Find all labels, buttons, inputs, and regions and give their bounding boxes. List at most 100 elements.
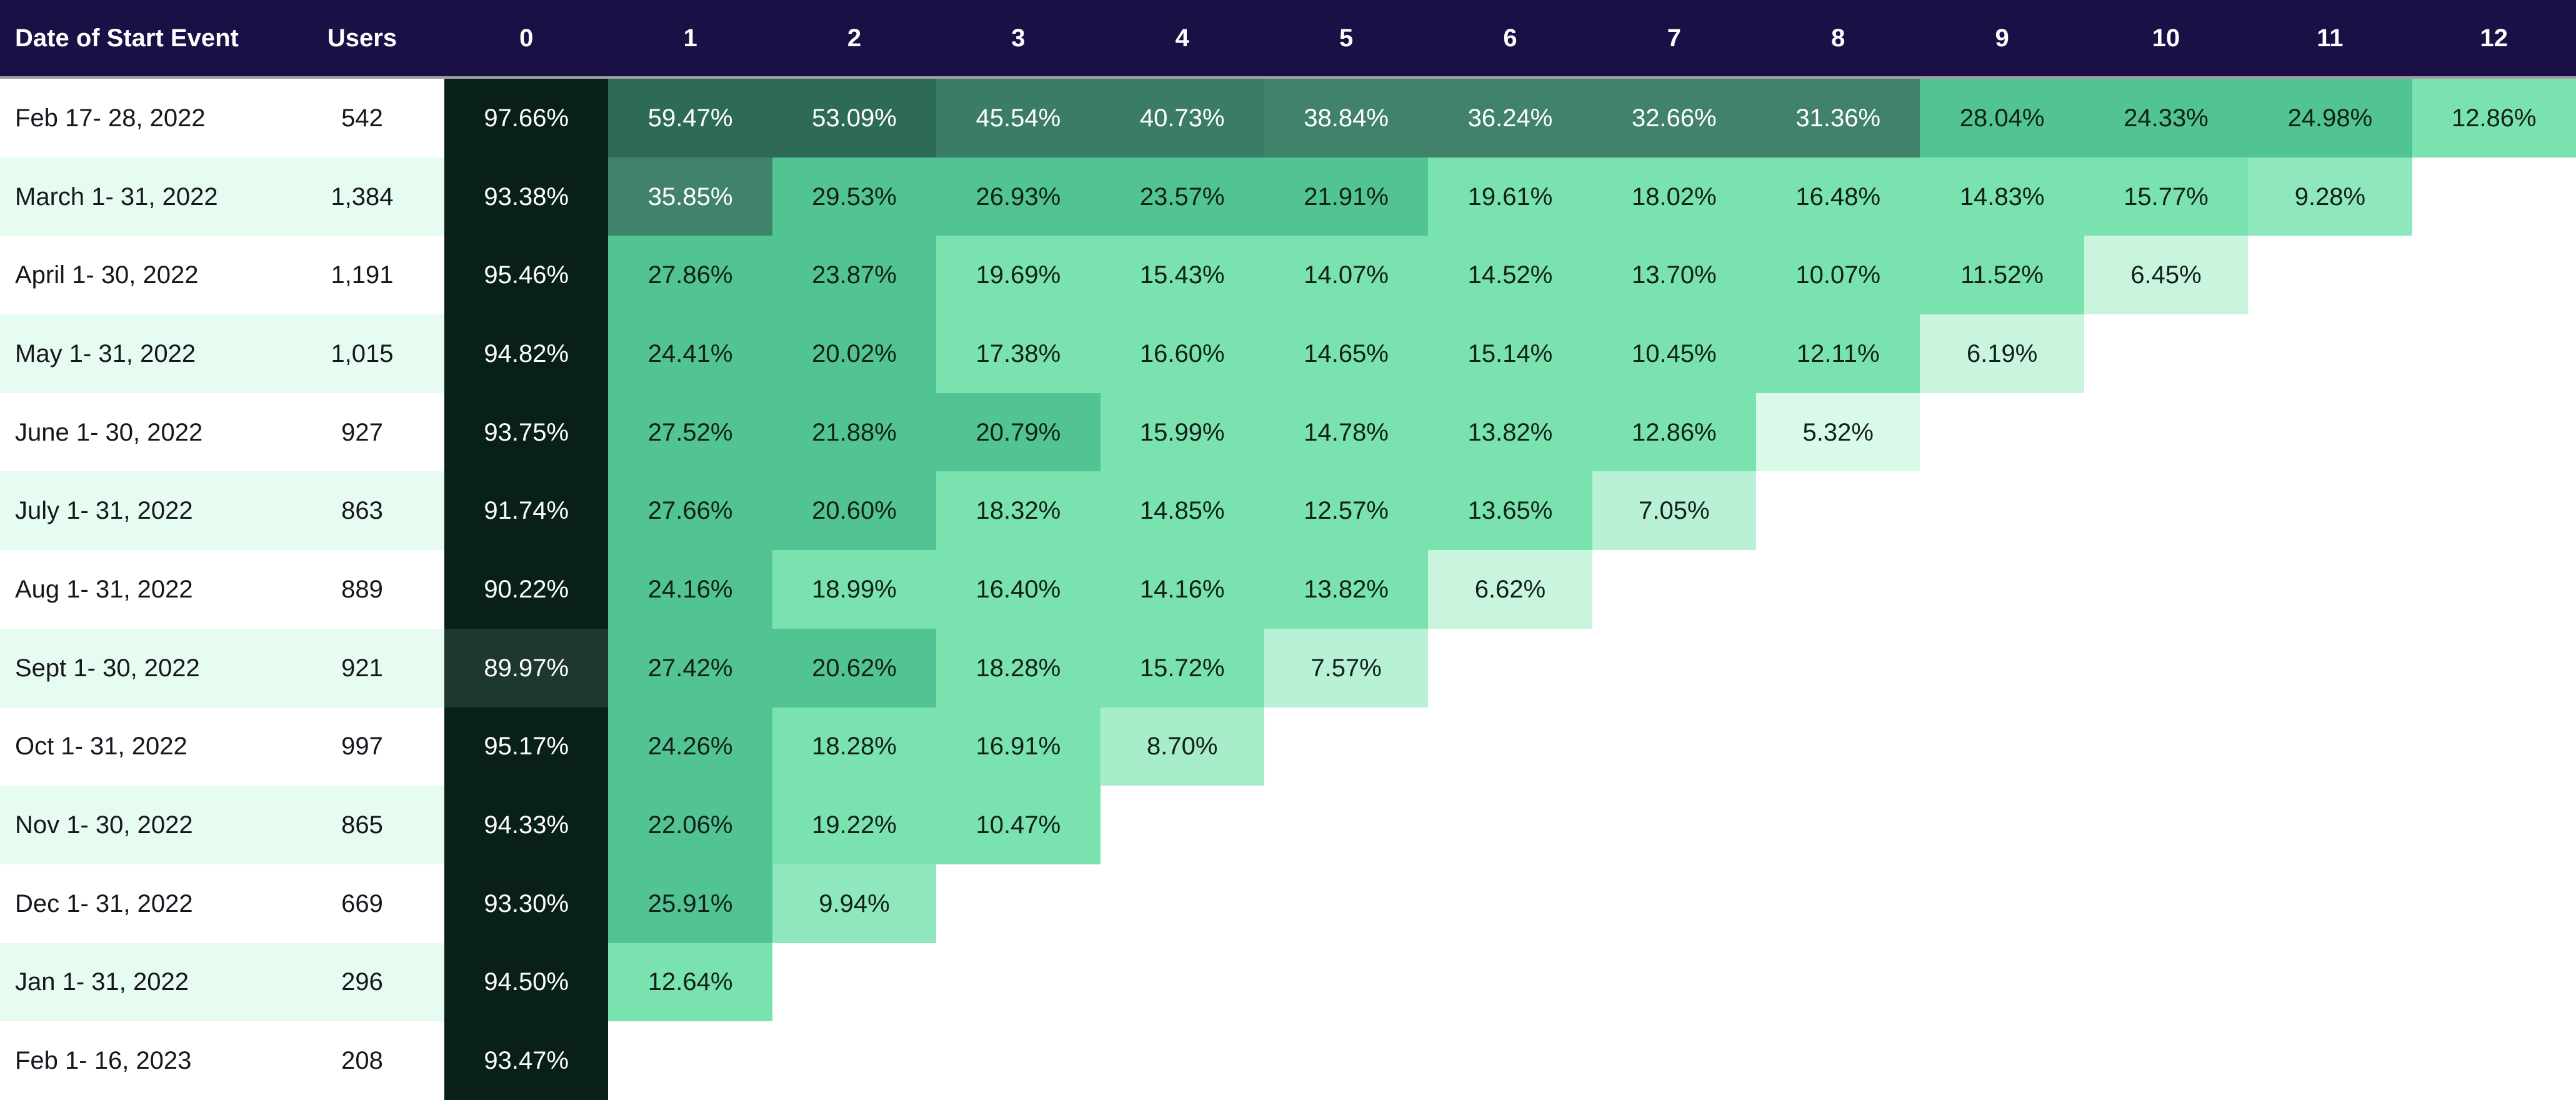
retention-cell[interactable]: 94.82%: [444, 314, 609, 393]
retention-cell[interactable]: 7.57%: [1264, 628, 1429, 708]
retention-cell[interactable]: 12.11%: [1756, 314, 1920, 393]
retention-cell[interactable]: 31.36%: [1756, 79, 1920, 158]
retention-cell[interactable]: 94.50%: [444, 942, 609, 1022]
retention-cell[interactable]: 20.60%: [772, 471, 937, 551]
retention-cell[interactable]: 93.38%: [444, 157, 609, 236]
retention-cell[interactable]: 7.05%: [1592, 471, 1757, 551]
retention-cell[interactable]: 28.04%: [1920, 79, 2084, 158]
retention-cell[interactable]: 36.24%: [1428, 79, 1592, 158]
retention-cell[interactable]: 18.28%: [772, 707, 937, 786]
retention-cell[interactable]: 93.30%: [444, 864, 609, 943]
retention-cell[interactable]: 93.47%: [444, 1021, 609, 1100]
retention-cell[interactable]: 13.82%: [1428, 392, 1592, 472]
retention-cell[interactable]: 13.70%: [1592, 236, 1757, 315]
retention-cell[interactable]: 9.94%: [772, 864, 937, 943]
retention-cell[interactable]: 27.52%: [608, 392, 772, 472]
retention-cell[interactable]: 18.02%: [1592, 157, 1757, 236]
retention-cell[interactable]: 21.91%: [1264, 157, 1429, 236]
retention-cell[interactable]: 15.72%: [1100, 628, 1264, 708]
retention-cell[interactable]: 18.32%: [936, 471, 1101, 551]
empty-cell: [1920, 707, 2084, 786]
retention-cell[interactable]: 11.52%: [1920, 236, 2084, 315]
retention-cell[interactable]: 6.45%: [2084, 236, 2249, 315]
empty-cell: [2248, 392, 2412, 472]
retention-cell[interactable]: 23.87%: [772, 236, 937, 315]
retention-cell[interactable]: 14.52%: [1428, 236, 1592, 315]
retention-cell[interactable]: 14.07%: [1264, 236, 1429, 315]
retention-cell[interactable]: 22.06%: [608, 786, 772, 864]
retention-cell[interactable]: 16.40%: [936, 550, 1101, 629]
retention-cell[interactable]: 21.88%: [772, 392, 937, 472]
retention-cell[interactable]: 19.61%: [1428, 157, 1592, 236]
retention-cell[interactable]: 89.97%: [444, 628, 609, 708]
retention-cell[interactable]: 19.69%: [936, 236, 1101, 315]
retention-cell[interactable]: 13.65%: [1428, 471, 1592, 551]
retention-cell[interactable]: 15.43%: [1100, 236, 1264, 315]
retention-cell[interactable]: 24.16%: [608, 550, 772, 629]
retention-cell[interactable]: 9.28%: [2248, 157, 2412, 236]
retention-cell[interactable]: 14.85%: [1100, 471, 1264, 551]
retention-cell[interactable]: 97.66%: [444, 79, 609, 158]
retention-cell[interactable]: 15.77%: [2084, 157, 2249, 236]
retention-cell[interactable]: 18.28%: [936, 628, 1101, 708]
retention-cell[interactable]: 16.48%: [1756, 157, 1920, 236]
retention-cell[interactable]: 95.17%: [444, 707, 609, 786]
retention-cell[interactable]: 18.99%: [772, 550, 937, 629]
retention-cell[interactable]: 12.64%: [608, 942, 772, 1022]
retention-cell[interactable]: 16.91%: [936, 707, 1101, 786]
retention-cell[interactable]: 94.33%: [444, 786, 609, 864]
retention-cell[interactable]: 10.07%: [1756, 236, 1920, 315]
retention-cell[interactable]: 27.66%: [608, 471, 772, 551]
retention-cell[interactable]: 14.78%: [1264, 392, 1429, 472]
retention-cell[interactable]: 38.84%: [1264, 79, 1429, 158]
retention-cell[interactable]: 23.57%: [1100, 157, 1264, 236]
retention-cell[interactable]: 24.98%: [2248, 79, 2412, 158]
retention-cell[interactable]: 24.26%: [608, 707, 772, 786]
retention-cell[interactable]: 5.32%: [1756, 392, 1920, 472]
retention-cell[interactable]: 6.19%: [1920, 314, 2084, 393]
retention-cell[interactable]: 16.60%: [1100, 314, 1264, 393]
retention-cell[interactable]: 6.62%: [1428, 550, 1592, 629]
retention-cell[interactable]: 40.73%: [1100, 79, 1264, 158]
retention-cell[interactable]: 15.99%: [1100, 392, 1264, 472]
retention-cell[interactable]: 25.91%: [608, 864, 772, 943]
retention-cell[interactable]: 26.93%: [936, 157, 1101, 236]
retention-cell[interactable]: 17.38%: [936, 314, 1101, 393]
empty-cell: [1592, 864, 1757, 943]
empty-cell: [2084, 864, 2249, 943]
retention-cell[interactable]: 32.66%: [1592, 79, 1757, 158]
retention-cell[interactable]: 14.65%: [1264, 314, 1429, 393]
retention-cell[interactable]: 24.41%: [608, 314, 772, 393]
retention-cell[interactable]: 93.75%: [444, 392, 609, 472]
retention-cell[interactable]: 10.45%: [1592, 314, 1757, 393]
retention-cell[interactable]: 10.47%: [936, 786, 1101, 864]
retention-cell[interactable]: 12.86%: [2412, 79, 2576, 158]
retention-cell[interactable]: 20.62%: [772, 628, 937, 708]
retention-cell[interactable]: 27.42%: [608, 628, 772, 708]
retention-cell[interactable]: 14.83%: [1920, 157, 2084, 236]
retention-cell[interactable]: 59.47%: [608, 79, 772, 158]
retention-cell[interactable]: 15.14%: [1428, 314, 1592, 393]
retention-cell[interactable]: 20.79%: [936, 392, 1101, 472]
retention-cell[interactable]: 20.02%: [772, 314, 937, 393]
empty-cell: [2248, 786, 2412, 864]
retention-cell[interactable]: 53.09%: [772, 79, 937, 158]
empty-cell: [1920, 942, 2084, 1022]
retention-cell[interactable]: 91.74%: [444, 471, 609, 551]
retention-cell[interactable]: 19.22%: [772, 786, 937, 864]
retention-cell[interactable]: 45.54%: [936, 79, 1101, 158]
retention-cell[interactable]: 95.46%: [444, 236, 609, 315]
retention-cell[interactable]: 8.70%: [1100, 707, 1264, 786]
retention-cell[interactable]: 27.86%: [608, 236, 772, 315]
empty-cell: [2248, 314, 2412, 393]
retention-cell[interactable]: 13.82%: [1264, 550, 1429, 629]
retention-cell[interactable]: 29.53%: [772, 157, 937, 236]
empty-cell: [1428, 707, 1592, 786]
retention-cell[interactable]: 90.22%: [444, 550, 609, 629]
retention-cell[interactable]: 12.57%: [1264, 471, 1429, 551]
cohort-users-count: 542: [280, 79, 444, 158]
retention-cell[interactable]: 12.86%: [1592, 392, 1757, 472]
retention-cell[interactable]: 24.33%: [2084, 79, 2249, 158]
retention-cell[interactable]: 14.16%: [1100, 550, 1264, 629]
retention-cell[interactable]: 35.85%: [608, 157, 772, 236]
